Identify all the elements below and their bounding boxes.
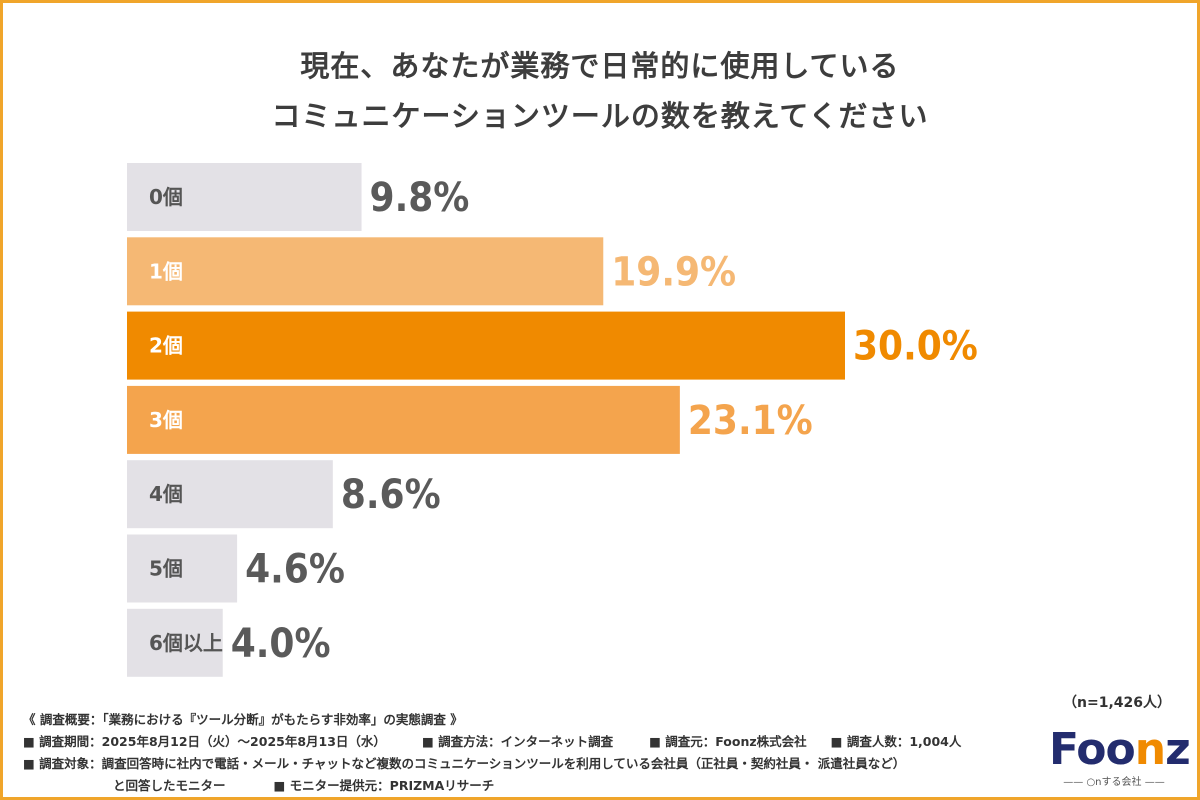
category-label-4: 4個 <box>149 482 183 506</box>
bar-2 <box>127 311 845 380</box>
category-label-0: 0個 <box>149 185 183 209</box>
sample-size: （n=1,426人） <box>1063 695 1171 711</box>
logo-tagline: —— ○nする会社 —— <box>1063 777 1165 788</box>
bar-5 <box>127 534 238 603</box>
bar-6 <box>127 608 223 677</box>
survey-provider: ■ モニター提供元：PRIZMAリサーチ <box>273 778 495 793</box>
value-label-1: 19.9% <box>611 249 736 295</box>
bar-chart: 0個 9.8% 1個 19.9% 2個 30.0% 3個 23.1% 4個 8.6% 5個 4.6% 6… <box>127 163 978 677</box>
value-label-6: 4.0% <box>231 621 331 667</box>
category-label-6: 6個以上 <box>149 631 223 655</box>
bar-1 <box>127 237 604 306</box>
category-label-3: 3個 <box>149 408 183 432</box>
category-label-2: 2個 <box>149 334 183 358</box>
survey-method: ■ 調査方法：インターネット調査 <box>421 734 614 749</box>
category-label-1: 1個 <box>149 259 183 283</box>
bar-3 <box>127 385 680 454</box>
survey-source: ■ 調査元：Foonz株式会社 <box>649 734 807 749</box>
survey-notes: 《 調査概要：「業務における『ツール分断』がもたらす非効率」の実態調査 》 ■ … <box>23 709 961 797</box>
bar-0 <box>127 163 362 231</box>
logo-word-b: n <box>1134 724 1166 775</box>
category-label-5: 5個 <box>149 557 183 581</box>
value-label-4: 8.6% <box>341 472 441 518</box>
survey-target: ■ 調査対象：調査回答時に社内で電話・メール・チャットなど複数のコミュニケーショ… <box>23 756 906 771</box>
logo-word-c: z <box>1165 724 1191 775</box>
chart-title-line2: コミュニケーションツールの数を教えてください <box>271 99 929 133</box>
chart-title-line1: 現在、あなたが業務で日常的に使用している <box>300 49 900 83</box>
survey-count: ■ 調査人数：1,004人 <box>830 734 962 749</box>
foonz-logo: Foonz —— ○nする会社 —— <box>1049 724 1191 795</box>
value-label-2: 30.0% <box>853 324 978 370</box>
survey-target-cont: と回答したモニター <box>113 778 226 793</box>
value-label-5: 4.6% <box>245 547 345 593</box>
survey-overview: 《 調査概要：「業務における『ツール分断』がもたらす非効率」の実態調査 》 <box>23 712 463 727</box>
value-label-3: 23.1% <box>688 398 813 444</box>
value-label-0: 9.8% <box>370 175 470 221</box>
bar-4 <box>127 460 333 529</box>
logo-word-a: Foo <box>1049 724 1136 775</box>
survey-period: ■ 調査期間：2025年8月12日（火）〜2025年8月13日（水） <box>23 734 386 749</box>
